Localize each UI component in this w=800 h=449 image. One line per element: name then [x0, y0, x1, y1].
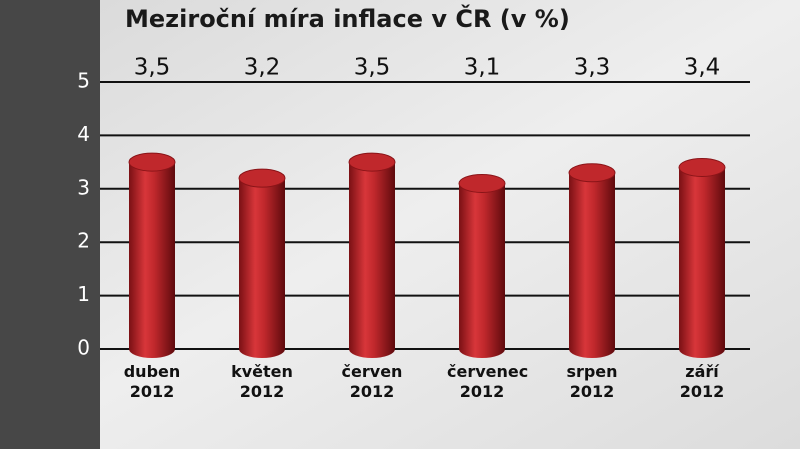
value-label: 3,1: [464, 55, 501, 81]
x-tick-label: červen 2012: [341, 362, 403, 401]
bar: [679, 158, 725, 358]
x-tick-label: srpen 2012: [566, 362, 618, 401]
bar: [239, 169, 285, 358]
y-tick-label: 5: [77, 69, 90, 93]
value-label: 3,4: [684, 55, 721, 81]
value-label: 3,3: [574, 55, 611, 81]
y-tick-label: 0: [77, 336, 90, 360]
value-label: 3,2: [244, 55, 281, 81]
y-tick-label: 2: [77, 229, 90, 253]
x-tick-label: červenec 2012: [447, 362, 529, 401]
bar-cap: [678, 157, 726, 177]
bar-cap: [568, 163, 616, 183]
y-tick-label: 3: [77, 175, 90, 199]
bar-cap: [458, 173, 506, 193]
bar-cap: [348, 152, 396, 172]
bar: [129, 153, 175, 358]
x-tick-label: květen 2012: [231, 362, 293, 401]
value-label: 3,5: [134, 55, 171, 81]
chart-title: Meziroční míra inflace v ČR (v %): [125, 3, 570, 33]
x-tick-label: duben 2012: [123, 362, 181, 401]
bar: [349, 153, 395, 358]
y-tick-label: 1: [77, 282, 90, 306]
bar-cap: [238, 168, 286, 188]
x-tick-label: září 2012: [679, 362, 725, 401]
bar-cap: [128, 152, 176, 172]
value-label: 3,5: [354, 55, 391, 81]
bar: [459, 174, 505, 358]
left-strip: [0, 0, 100, 449]
y-tick-label: 4: [77, 122, 90, 146]
bar: [569, 163, 615, 358]
